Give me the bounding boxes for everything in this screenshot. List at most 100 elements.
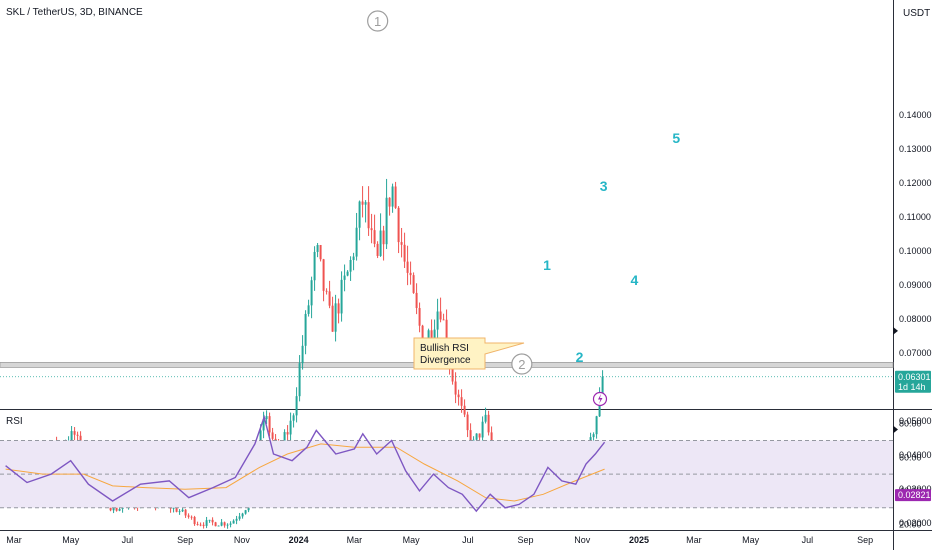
candle bbox=[595, 415, 598, 439]
time-tick-label: Sep bbox=[857, 535, 873, 545]
candle-body bbox=[319, 245, 322, 260]
candle bbox=[205, 516, 208, 529]
candle-body bbox=[409, 272, 412, 276]
rsi-title: RSI bbox=[6, 416, 23, 427]
wave-circle-label: 1 bbox=[374, 14, 381, 29]
candle-body bbox=[355, 227, 358, 257]
candle bbox=[466, 411, 469, 438]
candle bbox=[325, 288, 328, 295]
candle bbox=[241, 512, 244, 519]
candle-body bbox=[481, 421, 484, 438]
candle-body bbox=[286, 432, 289, 435]
candle-body bbox=[436, 311, 439, 330]
candle bbox=[340, 271, 343, 322]
candle bbox=[298, 355, 301, 402]
candle bbox=[331, 296, 334, 332]
time-tick-label: May bbox=[62, 535, 80, 545]
rsi-tick-label: 60.00 bbox=[899, 452, 922, 462]
wave-minor-1: 1 bbox=[543, 257, 551, 273]
wave-minor-2: 2 bbox=[576, 349, 584, 365]
candle bbox=[208, 519, 211, 523]
candle-body bbox=[226, 524, 229, 526]
candle bbox=[409, 261, 412, 285]
candle bbox=[304, 310, 307, 355]
candle bbox=[463, 399, 466, 418]
candle bbox=[178, 509, 181, 515]
candle-body bbox=[316, 245, 319, 252]
candle-body bbox=[322, 259, 325, 291]
candle-body bbox=[463, 405, 466, 415]
candle bbox=[73, 427, 76, 441]
candle-body bbox=[331, 305, 334, 332]
candle bbox=[184, 509, 187, 518]
candle bbox=[355, 212, 358, 261]
candle bbox=[400, 227, 403, 258]
candle-body bbox=[457, 394, 460, 398]
candle-body bbox=[490, 432, 493, 446]
candle-body bbox=[202, 524, 205, 526]
candle bbox=[313, 246, 316, 291]
candle-body bbox=[445, 319, 448, 350]
time-tick-label: 2024 bbox=[289, 535, 309, 545]
candle-body bbox=[454, 381, 457, 395]
candle bbox=[310, 276, 313, 319]
lightning-icon[interactable] bbox=[592, 391, 608, 407]
candle-body bbox=[430, 330, 433, 339]
candle bbox=[199, 522, 202, 527]
candle-body bbox=[364, 202, 367, 205]
candle bbox=[397, 206, 400, 254]
candle bbox=[358, 200, 361, 241]
candle bbox=[220, 519, 223, 527]
candle bbox=[319, 244, 322, 262]
rsi-tick-label: 80.00 bbox=[899, 419, 922, 429]
candle-body bbox=[199, 524, 202, 526]
lightning-glyph bbox=[597, 394, 603, 404]
candle bbox=[190, 515, 193, 520]
candle-body bbox=[268, 416, 271, 433]
wave-minor-5: 5 bbox=[672, 130, 680, 146]
candle-body bbox=[433, 329, 436, 339]
candle-body bbox=[241, 513, 244, 517]
support-price-label: 0.02821 bbox=[898, 490, 931, 500]
candle bbox=[223, 521, 226, 528]
candle-body bbox=[376, 243, 379, 256]
candle bbox=[328, 280, 331, 309]
candle-body bbox=[442, 319, 445, 321]
candle bbox=[346, 270, 349, 277]
note-line-1: Bullish RSI bbox=[420, 343, 469, 354]
candle-body bbox=[265, 416, 268, 420]
candle-body bbox=[352, 256, 355, 260]
candle-body bbox=[244, 510, 247, 514]
candle-body bbox=[235, 518, 238, 521]
time-tick-label: Nov bbox=[574, 535, 591, 545]
candle-body bbox=[370, 228, 373, 231]
time-tick-label: 2025 bbox=[629, 535, 649, 545]
candle bbox=[415, 283, 418, 315]
time-tick-label: Sep bbox=[177, 535, 193, 545]
candle-body bbox=[271, 432, 274, 439]
time-tick-label: Mar bbox=[686, 535, 702, 545]
candle bbox=[292, 413, 295, 428]
candle-body bbox=[175, 506, 178, 512]
candle-body bbox=[70, 431, 73, 443]
candle bbox=[484, 407, 487, 424]
candle bbox=[454, 372, 457, 404]
currency-label[interactable]: USDT bbox=[903, 8, 930, 19]
price-tick-label: 0.12000 bbox=[899, 178, 932, 188]
candle bbox=[211, 517, 214, 526]
price-tick-label: 0.02000 bbox=[899, 518, 932, 528]
candle bbox=[307, 299, 310, 317]
rsi-ma-line bbox=[5, 443, 605, 502]
candle-body bbox=[295, 396, 298, 416]
candle-body bbox=[217, 525, 220, 527]
candle-body bbox=[592, 434, 595, 438]
candle-body bbox=[181, 509, 184, 512]
candle bbox=[379, 213, 382, 257]
price-tick-label: 0.03000 bbox=[899, 484, 932, 494]
candle-body bbox=[421, 325, 424, 350]
current-price-label: 0.06301 bbox=[898, 372, 931, 382]
candle-body bbox=[238, 516, 241, 519]
candle bbox=[226, 523, 229, 529]
candle bbox=[367, 186, 370, 236]
